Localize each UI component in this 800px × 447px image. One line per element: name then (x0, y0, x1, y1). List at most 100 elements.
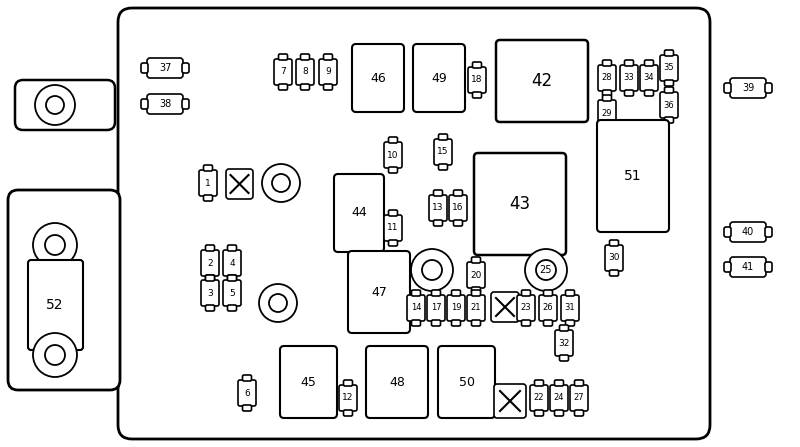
FancyBboxPatch shape (730, 78, 766, 98)
Text: 49: 49 (431, 72, 447, 84)
FancyBboxPatch shape (438, 164, 447, 170)
Text: 3: 3 (207, 288, 213, 298)
FancyBboxPatch shape (413, 44, 465, 112)
FancyBboxPatch shape (660, 92, 678, 118)
FancyBboxPatch shape (343, 410, 353, 416)
FancyBboxPatch shape (411, 320, 421, 326)
FancyBboxPatch shape (598, 100, 616, 126)
FancyBboxPatch shape (227, 275, 237, 281)
FancyBboxPatch shape (451, 320, 461, 326)
Text: 43: 43 (510, 195, 530, 213)
FancyBboxPatch shape (389, 240, 398, 246)
FancyBboxPatch shape (597, 120, 669, 232)
FancyBboxPatch shape (206, 275, 214, 281)
FancyBboxPatch shape (352, 44, 404, 112)
FancyBboxPatch shape (366, 346, 428, 418)
FancyBboxPatch shape (242, 375, 251, 381)
FancyBboxPatch shape (625, 60, 634, 66)
Text: 36: 36 (664, 101, 674, 110)
FancyBboxPatch shape (566, 290, 574, 296)
FancyBboxPatch shape (724, 227, 731, 237)
FancyBboxPatch shape (411, 290, 421, 296)
FancyBboxPatch shape (454, 190, 462, 196)
FancyBboxPatch shape (534, 410, 543, 416)
Text: 6: 6 (244, 388, 250, 397)
Text: 2: 2 (207, 258, 213, 267)
Text: 26: 26 (542, 304, 554, 312)
Text: 25: 25 (540, 265, 552, 275)
Text: 41: 41 (742, 262, 754, 272)
FancyBboxPatch shape (203, 165, 213, 171)
Text: 7: 7 (280, 67, 286, 76)
Text: 42: 42 (531, 72, 553, 90)
FancyBboxPatch shape (447, 295, 465, 321)
FancyBboxPatch shape (141, 63, 148, 73)
FancyBboxPatch shape (201, 280, 219, 306)
FancyBboxPatch shape (427, 295, 445, 321)
FancyBboxPatch shape (147, 94, 183, 114)
Text: 33: 33 (624, 73, 634, 83)
FancyBboxPatch shape (765, 83, 772, 93)
FancyBboxPatch shape (274, 59, 292, 85)
Text: 11: 11 (387, 224, 398, 232)
Text: 35: 35 (664, 63, 674, 72)
Text: 12: 12 (342, 393, 354, 402)
FancyBboxPatch shape (389, 210, 398, 216)
FancyBboxPatch shape (348, 251, 410, 333)
Text: 47: 47 (371, 286, 387, 299)
Text: 9: 9 (325, 67, 331, 76)
FancyBboxPatch shape (431, 320, 441, 326)
Circle shape (411, 249, 453, 291)
FancyBboxPatch shape (730, 222, 766, 242)
FancyBboxPatch shape (28, 260, 83, 350)
Text: 45: 45 (301, 375, 317, 388)
Text: 21: 21 (470, 304, 482, 312)
Text: 20: 20 (470, 270, 482, 279)
FancyBboxPatch shape (319, 59, 337, 85)
Text: 44: 44 (351, 207, 367, 219)
FancyBboxPatch shape (554, 380, 563, 386)
FancyBboxPatch shape (227, 305, 237, 311)
FancyBboxPatch shape (223, 250, 241, 276)
FancyBboxPatch shape (343, 380, 353, 386)
FancyBboxPatch shape (471, 320, 481, 326)
Text: 38: 38 (159, 99, 171, 109)
FancyBboxPatch shape (530, 385, 548, 411)
FancyBboxPatch shape (491, 292, 519, 322)
FancyBboxPatch shape (323, 84, 333, 90)
Text: 24: 24 (554, 393, 564, 402)
FancyBboxPatch shape (730, 257, 766, 277)
FancyBboxPatch shape (301, 84, 310, 90)
FancyBboxPatch shape (238, 380, 256, 406)
FancyBboxPatch shape (454, 220, 462, 226)
FancyBboxPatch shape (522, 290, 530, 296)
FancyBboxPatch shape (434, 220, 442, 226)
Text: 23: 23 (521, 304, 531, 312)
FancyBboxPatch shape (206, 245, 214, 251)
FancyBboxPatch shape (517, 295, 535, 321)
Text: 30: 30 (608, 253, 620, 262)
FancyBboxPatch shape (610, 270, 618, 276)
FancyBboxPatch shape (724, 262, 731, 272)
Text: 18: 18 (471, 76, 482, 84)
FancyBboxPatch shape (182, 63, 189, 73)
Text: 10: 10 (387, 151, 398, 160)
FancyBboxPatch shape (610, 240, 618, 246)
Circle shape (46, 96, 64, 114)
FancyBboxPatch shape (296, 59, 314, 85)
FancyBboxPatch shape (118, 8, 710, 439)
Text: 39: 39 (742, 83, 754, 93)
FancyBboxPatch shape (15, 80, 115, 130)
FancyBboxPatch shape (522, 320, 530, 326)
FancyBboxPatch shape (574, 380, 583, 386)
FancyBboxPatch shape (199, 170, 217, 196)
Text: 52: 52 (46, 298, 64, 312)
FancyBboxPatch shape (468, 67, 486, 93)
FancyBboxPatch shape (278, 84, 287, 90)
FancyBboxPatch shape (602, 60, 611, 66)
FancyBboxPatch shape (301, 54, 310, 60)
FancyBboxPatch shape (434, 139, 452, 165)
FancyBboxPatch shape (539, 295, 557, 321)
Text: 17: 17 (430, 304, 442, 312)
Circle shape (33, 223, 77, 267)
